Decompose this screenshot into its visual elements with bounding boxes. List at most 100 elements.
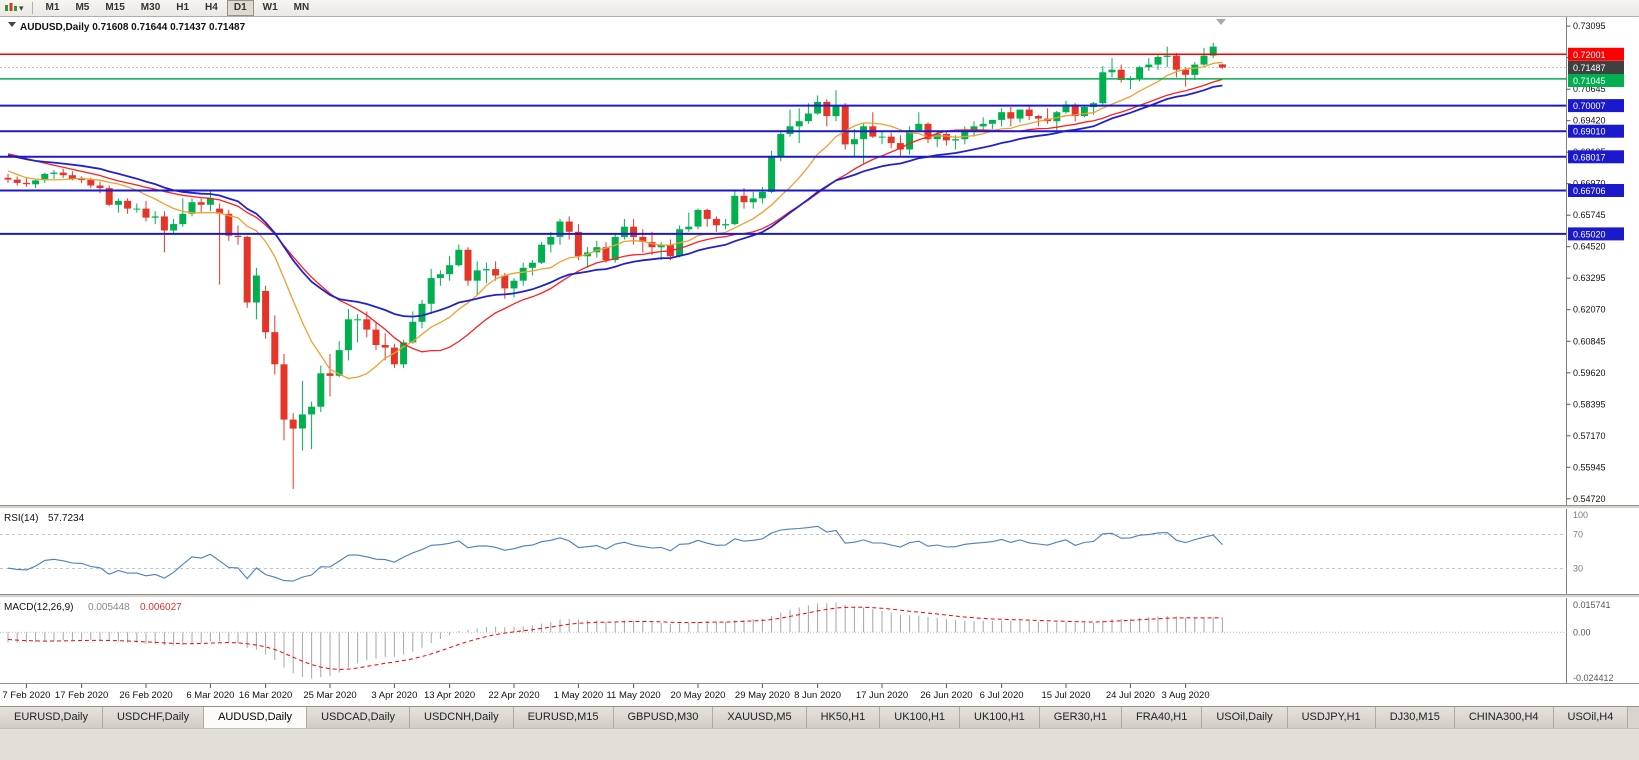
candle	[519, 267, 527, 281]
candle	[547, 236, 555, 245]
candle	[262, 291, 270, 333]
candle	[565, 221, 573, 232]
candle	[326, 373, 334, 376]
svg-text:0.71045: 0.71045	[1573, 76, 1606, 86]
date-label: 29 May 2020	[735, 690, 790, 701]
chart-tab-usdchf-daily[interactable]: USDCHF,Daily	[102, 707, 205, 728]
chart-tab-xauusd-m5[interactable]: XAUUSD,M5	[713, 707, 807, 728]
price-tick-label: 0.65745	[1573, 210, 1606, 220]
candle	[1108, 69, 1116, 73]
slow-ma-line	[7, 84, 1223, 318]
svg-text:0.68017: 0.68017	[1573, 152, 1606, 162]
candle	[372, 329, 380, 345]
candle	[528, 262, 536, 268]
candle	[179, 213, 187, 225]
panel-splitter[interactable]	[0, 505, 1639, 509]
candle	[41, 173, 49, 181]
chart-tab-ger30-h1[interactable]: GER30,H1	[1039, 707, 1122, 728]
candle	[418, 303, 426, 322]
chart-tab-hk50-h1[interactable]: HK50,H1	[806, 707, 881, 728]
chart-tab-eurusd-m15[interactable]: EURUSD,M15	[513, 707, 614, 728]
chart-tab-fra40-h1[interactable]: FRA40,H1	[1121, 707, 1203, 728]
candle	[68, 175, 76, 180]
candle	[630, 226, 638, 237]
candle	[878, 136, 886, 138]
rsi-scale-label: 100	[1573, 510, 1588, 520]
time-axis: 7 Feb 2020 17 Feb 2020 26 Feb 2020 6 Mar 20…	[2, 684, 1210, 701]
date-label: 3 Aug 2020	[1162, 690, 1210, 701]
candle	[170, 224, 178, 231]
candle	[4, 177, 12, 180]
candle	[13, 179, 21, 183]
one-click-arrow-icon[interactable]	[8, 22, 16, 27]
chart-tab-eurusd-daily[interactable]: EURUSD,Daily	[0, 707, 103, 728]
timeframe-button-m1[interactable]: M1	[45, 2, 60, 13]
candle	[1218, 64, 1226, 68]
timeframe-button-m5[interactable]: M5	[75, 2, 90, 13]
candle	[243, 236, 251, 303]
chart-tab-uk100-h1[interactable]: UK100,H1	[880, 707, 961, 728]
chart-tab-usdjpy-h1[interactable]: USDJPY,H1	[1287, 707, 1376, 728]
candle	[455, 249, 463, 266]
candle	[501, 275, 509, 289]
chart-tab-uk100-h1[interactable]: UK100,H1	[960, 707, 1040, 728]
price-tick-label: 0.66970	[1573, 179, 1606, 189]
candle	[970, 126, 978, 131]
candle	[160, 216, 168, 231]
timeframe-button-m30[interactable]: M30	[140, 2, 161, 13]
dropdown-caret-icon[interactable]: ▾	[19, 2, 24, 13]
chart-tab-usoil-daily[interactable]: USOil,Daily	[1202, 707, 1288, 728]
candle	[308, 406, 316, 415]
timeframe-button-d1[interactable]: D1	[226, 0, 254, 16]
panel-splitter[interactable]	[0, 594, 1639, 598]
chart-tab-usoil-h4[interactable]: USOil,H4	[1553, 707, 1629, 728]
candle	[492, 269, 500, 276]
candle	[105, 188, 113, 205]
chart-tab-dj30-m15[interactable]: DJ30,M15	[1375, 707, 1455, 728]
timeframe-button-w1[interactable]: W1	[262, 2, 278, 13]
candle	[50, 172, 58, 174]
candlestick-glyph	[5, 3, 17, 11]
candle	[22, 182, 30, 185]
candle	[860, 126, 868, 140]
date-label: 8 Jun 2020	[794, 690, 841, 701]
candle	[1154, 56, 1162, 65]
timeframe-button-mn[interactable]: MN	[293, 2, 310, 13]
candle	[574, 231, 582, 257]
macd-histogram	[7, 602, 1223, 679]
chart-tab-usdcnh-daily[interactable]: USDCNH,Daily	[410, 707, 514, 728]
timeframe-button-h4[interactable]: H4	[205, 2, 218, 13]
timeframe-button-m15[interactable]: M15	[105, 2, 125, 13]
rsi-scale-label: 70	[1573, 530, 1583, 540]
date-label: 6 Mar 2020	[186, 690, 234, 701]
chart-canvas[interactable]: 0.730950.718700.706450.694200.681950.669…	[0, 0, 1639, 706]
candle	[556, 221, 564, 237]
rsi-value: 57.7234	[48, 513, 85, 524]
chart-shift-marker[interactable]	[1216, 19, 1226, 25]
timeframe-button-h1[interactable]: H1	[176, 2, 190, 13]
candle	[1016, 109, 1024, 119]
candle	[206, 198, 214, 205]
candle	[731, 195, 739, 225]
chart-tab-china300-h4[interactable]: CHINA300,H4	[1454, 707, 1554, 728]
candle	[933, 134, 941, 140]
candle	[78, 179, 86, 181]
price-tick-label: 0.64520	[1573, 242, 1606, 252]
candle	[151, 216, 159, 218]
chart-tab-gbpusd-m30[interactable]: GBPUSD,M30	[613, 707, 714, 728]
chart-tab-audusd-daily[interactable]: AUDUSD,Daily	[204, 707, 308, 728]
candle	[114, 200, 122, 205]
candle	[1172, 55, 1180, 70]
candle	[749, 198, 757, 203]
candle	[1182, 69, 1190, 75]
price-label-0.72001	[1568, 47, 1624, 61]
candle	[602, 247, 610, 261]
candle	[87, 179, 95, 186]
candle	[473, 270, 481, 281]
candle	[611, 236, 619, 261]
macd-scale-top: 0.015741	[1573, 600, 1611, 610]
chart-tab-usdcad-daily[interactable]: USDCAD,Daily	[307, 707, 411, 728]
chart-type-icon[interactable]	[4, 2, 18, 14]
candle	[381, 345, 389, 348]
